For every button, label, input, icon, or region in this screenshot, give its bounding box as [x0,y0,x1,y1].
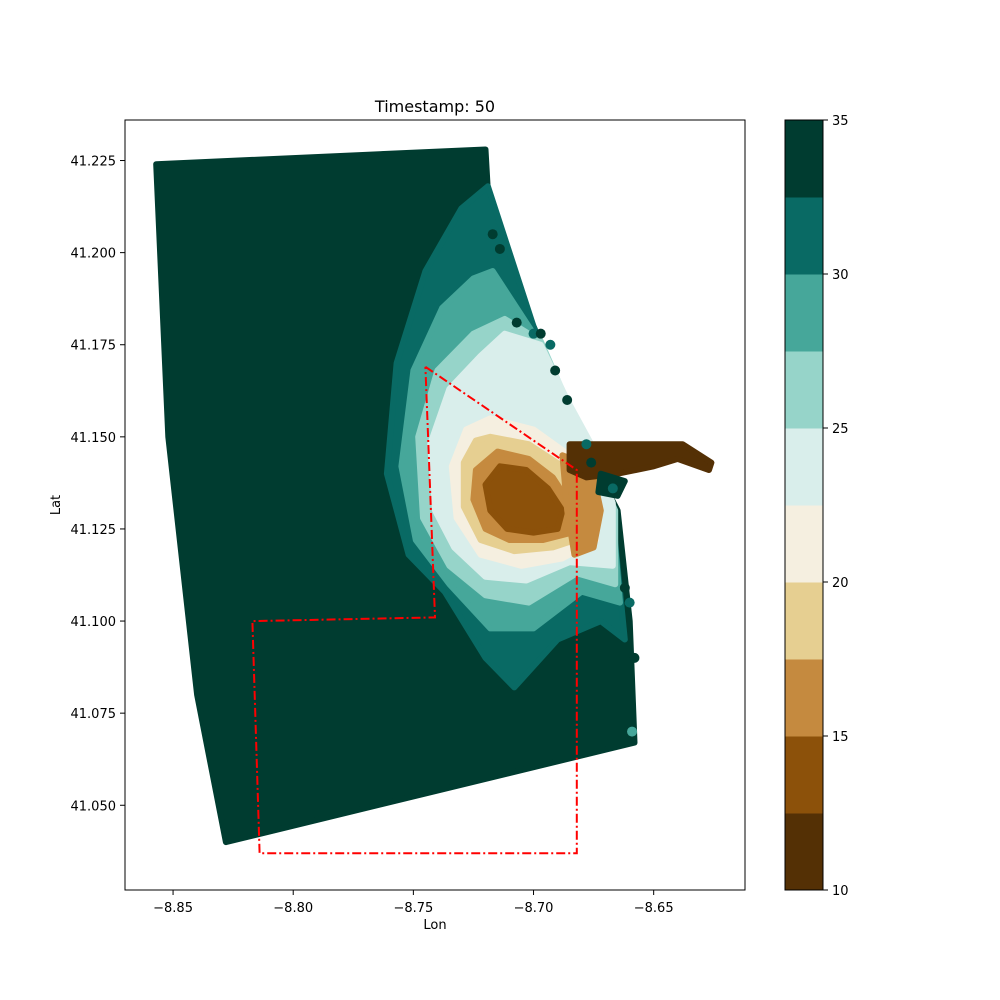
coast-point-6 [550,365,561,376]
coast-point-8 [581,439,592,450]
y-tick-label-1: 41.075 [71,707,117,722]
region-8 [482,463,566,536]
chart-title: Timestamp: 50 [374,97,495,116]
colorbar-level-2 [785,659,823,737]
salinity-regions [153,146,715,846]
outline-layer [251,365,578,855]
x-axis-ticks: −8.85 −8.80 −8.75 −8.70 −8.65 [153,890,674,916]
coast-point-12 [624,597,635,608]
coast-point-5 [545,339,556,350]
colorbar-level-9 [785,120,823,198]
colorbar-level-0 [785,813,823,891]
y-tick-label-2: 41.100 [71,615,117,630]
plot-area [153,146,715,855]
colorbar-ticks: 10 15 20 25 30 35 [823,114,849,899]
colorbar-level-4 [785,505,823,583]
coast-point-11 [619,582,630,593]
x-tick-label-0: −8.85 [153,901,193,916]
colorbar [785,120,823,891]
x-tick-label-3: −8.70 [514,901,554,916]
colorbar-level-8 [785,197,823,275]
y-tick-label-7: 41.225 [71,155,117,170]
coast-point-10 [607,483,618,494]
x-axis-label: Lon [423,918,446,933]
x-tick-label-2: −8.75 [393,901,433,916]
colorbar-level-6 [785,351,823,429]
y-tick-label-0: 41.050 [71,799,117,814]
y-tick-label-6: 41.200 [71,247,117,262]
coast-point-13 [629,652,640,663]
colorbar-tick-label-3: 25 [832,422,849,437]
y-tick-label-3: 41.125 [71,523,117,538]
coast-point-1 [494,243,505,254]
coast-point-2 [511,317,522,328]
colorbar-tick-label-4: 30 [832,268,849,283]
y-tick-label-4: 41.150 [71,431,117,446]
region-10 [566,441,715,481]
colorbar-tick-label-0: 10 [832,884,849,899]
y-axis-label: Lat [49,495,64,515]
colorbar-tick-label-5: 35 [832,114,849,129]
outline-polygon [251,365,578,855]
colorbar-tick-label-1: 15 [832,730,849,745]
y-tick-label-5: 41.175 [71,339,117,354]
colorbar-level-1 [785,736,823,814]
y-axis-ticks: 41.050 41.075 41.100 41.125 41.150 41.175 41.2… [71,155,125,814]
coast-point-14 [627,726,638,737]
x-tick-label-4: −8.65 [634,901,674,916]
coast-point-0 [487,229,498,240]
colorbar-frame [784,119,824,891]
coast-point-4 [535,328,546,339]
axes-frame [124,119,746,891]
coast-point-7 [562,395,573,405]
x-tick-label-1: −8.80 [273,901,313,916]
colorbar-level-5 [785,428,823,506]
colorbar-level-7 [785,274,823,352]
colorbar-tick-label-2: 20 [832,576,849,591]
coast-points [487,229,640,737]
colorbar-level-3 [785,582,823,660]
coast-point-9 [586,457,597,468]
coast-point-3 [528,328,539,339]
